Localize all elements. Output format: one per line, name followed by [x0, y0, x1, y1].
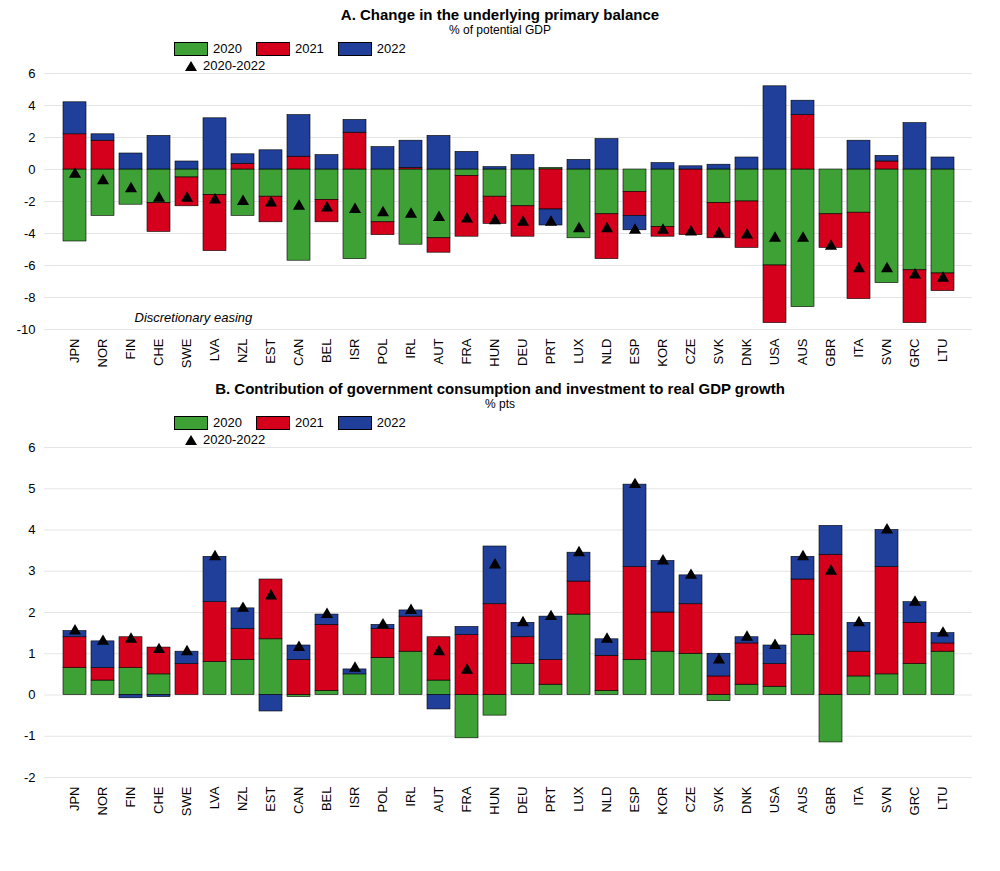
svg-text:CHE: CHE	[151, 786, 166, 814]
svg-text:AUS: AUS	[795, 338, 810, 365]
svg-text:IRL: IRL	[403, 787, 418, 807]
svg-text:CZE: CZE	[683, 338, 698, 364]
svg-text:NOR: NOR	[95, 787, 110, 816]
svg-text:NZL: NZL	[235, 339, 250, 364]
svg-text:JPN: JPN	[67, 787, 82, 812]
svg-text:ISR: ISR	[347, 787, 362, 809]
svg-text:GBR: GBR	[823, 339, 838, 367]
html-text:2021: 2021	[294, 41, 324, 56]
html-text:2022: 2022	[376, 41, 406, 56]
svg-text:EST: EST	[263, 786, 278, 811]
svg-text:HUN: HUN	[487, 787, 502, 815]
svg-text:ISR: ISR	[347, 339, 362, 361]
svg-text:ITA: ITA	[851, 786, 866, 806]
svg-text:0: 0	[28, 162, 35, 177]
svg-text:CAN: CAN	[291, 787, 306, 814]
svg-text:DEU: DEU	[515, 339, 530, 366]
svg-text:NZL: NZL	[235, 787, 250, 812]
svg-text:1: 1	[28, 646, 35, 661]
svg-text:LTU: LTU	[935, 787, 950, 811]
svg-text:DEU: DEU	[515, 787, 530, 814]
svg-text:AUT: AUT	[431, 786, 446, 812]
svg-text:USA: USA	[767, 338, 782, 365]
html-text:2022: 2022	[376, 415, 406, 430]
html-text:2020: 2020	[213, 415, 242, 430]
svg-text:SWE: SWE	[179, 338, 194, 368]
svg-text:4: 4	[28, 522, 35, 537]
html-text:B. Contribution of government: B. Contribution of government consumptio…	[215, 380, 785, 397]
html-text:% pts: % pts	[485, 397, 515, 411]
svg-text:FIN: FIN	[123, 339, 138, 360]
svg-text:6: 6	[28, 66, 35, 81]
svg-text:LUX: LUX	[571, 786, 586, 812]
svg-text:NLD: NLD	[599, 339, 614, 365]
svg-text:-8: -8	[24, 290, 36, 305]
svg-text:AUS: AUS	[795, 786, 810, 813]
svg-text:POL: POL	[375, 787, 390, 813]
svg-text:3: 3	[28, 563, 35, 578]
html-text:A. Change in the underlying pr: A. Change in the underlying primary bala…	[340, 6, 660, 23]
svg-text:LVA: LVA	[207, 786, 222, 809]
svg-text:FRA: FRA	[459, 786, 474, 812]
svg-text:POL: POL	[375, 339, 390, 365]
svg-text:-2: -2	[24, 194, 36, 209]
svg-text:FIN: FIN	[123, 787, 138, 808]
svg-text:Discretionary easing: Discretionary easing	[135, 310, 254, 325]
svg-text:4: 4	[28, 98, 35, 113]
svg-text:PRT: PRT	[543, 786, 558, 812]
svg-text:-1: -1	[24, 728, 36, 743]
svg-text:ESP: ESP	[627, 339, 642, 365]
svg-text:GBR: GBR	[823, 787, 838, 815]
svg-text:SVN: SVN	[879, 339, 894, 366]
svg-text:ESP: ESP	[627, 787, 642, 813]
svg-text:DNK: DNK	[739, 338, 754, 366]
svg-text:CAN: CAN	[291, 339, 306, 366]
svg-text:JPN: JPN	[67, 339, 82, 364]
html-text:% of potential GDP: % of potential GDP	[449, 23, 551, 37]
svg-text:NOR: NOR	[95, 339, 110, 368]
svg-text:SVN: SVN	[879, 787, 894, 814]
svg-text:AUT: AUT	[431, 338, 446, 364]
svg-text:LUX: LUX	[571, 338, 586, 364]
html-text:2020-2022: 2020-2022	[203, 432, 266, 447]
html-text:2020-2022: 2020-2022	[203, 58, 266, 73]
svg-text:NLD: NLD	[599, 787, 614, 813]
svg-text:BEL: BEL	[319, 787, 334, 812]
svg-text:ITA: ITA	[851, 338, 866, 358]
svg-text:EST: EST	[263, 338, 278, 363]
svg-text:SWE: SWE	[179, 786, 194, 816]
svg-text:IRL: IRL	[403, 339, 418, 359]
svg-text:LTU: LTU	[935, 339, 950, 363]
svg-text:FRA: FRA	[459, 338, 474, 364]
svg-text:CHE: CHE	[151, 338, 166, 366]
svg-text:0: 0	[28, 687, 35, 702]
svg-text:DNK: DNK	[739, 786, 754, 814]
svg-text:-4: -4	[24, 226, 36, 241]
svg-text:GRC: GRC	[907, 339, 922, 368]
svg-text:2: 2	[28, 605, 35, 620]
svg-text:GRC: GRC	[907, 787, 922, 816]
svg-text:-10: -10	[17, 322, 36, 337]
svg-text:2: 2	[28, 130, 35, 145]
svg-text:USA: USA	[767, 786, 782, 813]
svg-text:5: 5	[28, 481, 35, 496]
svg-text:-2: -2	[24, 770, 36, 785]
svg-text:KOR: KOR	[655, 339, 670, 367]
svg-text:BEL: BEL	[319, 339, 334, 364]
svg-text:-6: -6	[24, 258, 36, 273]
svg-text:LVA: LVA	[207, 338, 222, 361]
svg-text:6: 6	[28, 440, 35, 455]
svg-text:KOR: KOR	[655, 787, 670, 815]
svg-text:PRT: PRT	[543, 338, 558, 364]
html-text:2021: 2021	[294, 415, 324, 430]
svg-text:SVK: SVK	[711, 338, 726, 364]
html-text:2020: 2020	[213, 41, 242, 56]
svg-text:HUN: HUN	[487, 339, 502, 367]
svg-text:CZE: CZE	[683, 786, 698, 812]
svg-text:SVK: SVK	[711, 786, 726, 812]
